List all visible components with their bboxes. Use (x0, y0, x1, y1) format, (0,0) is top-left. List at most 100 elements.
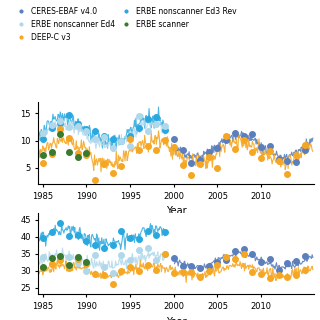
Point (49, 256, 54, 261)
Point (180, 263, 185, 268)
Point (58, 254, 63, 259)
Point (267, 257, 272, 262)
Point (250, 252, 255, 257)
Point (163, 123, 168, 128)
Point (101, 245, 107, 250)
Point (92, 137, 98, 142)
Point (136, 126, 141, 131)
Point (67, 112, 72, 117)
Point (67, 149, 72, 154)
Point (84, 128, 89, 133)
Point (145, 144, 150, 149)
Point (67, 234, 72, 239)
Point (75, 260, 80, 265)
Point (75, 233, 80, 238)
Point (75, 121, 80, 126)
Point (92, 243, 98, 248)
Point (75, 123, 80, 128)
Point (171, 145, 176, 150)
Point (119, 252, 124, 257)
Point (215, 259, 220, 264)
Point (302, 267, 308, 272)
Point (58, 126, 63, 132)
Point (58, 258, 63, 263)
X-axis label: Year: Year (166, 316, 186, 320)
Point (119, 139, 124, 144)
Point (58, 121, 63, 126)
Point (267, 148, 272, 153)
Point (84, 262, 89, 267)
Point (293, 273, 299, 278)
Point (145, 245, 150, 250)
Point (110, 170, 115, 175)
Point (163, 127, 168, 132)
Point (276, 156, 281, 162)
Point (241, 247, 246, 252)
Point (92, 128, 98, 133)
Point (197, 266, 203, 271)
Point (75, 154, 80, 159)
Point (224, 133, 229, 139)
Point (154, 148, 159, 153)
Point (40, 265, 45, 270)
Point (40, 265, 45, 270)
Point (215, 146, 220, 151)
Point (145, 117, 150, 122)
Point (250, 131, 255, 136)
Point (215, 263, 220, 268)
Point (75, 151, 80, 156)
Point (171, 270, 176, 275)
Point (206, 149, 211, 155)
Point (154, 258, 159, 263)
Point (189, 160, 194, 165)
Point (154, 268, 159, 273)
Point (67, 255, 72, 260)
Point (136, 114, 141, 119)
Point (302, 142, 308, 148)
Point (128, 144, 133, 149)
Point (285, 172, 290, 177)
Point (40, 254, 45, 259)
Point (259, 144, 264, 149)
Point (136, 237, 141, 242)
Point (92, 252, 98, 257)
Point (276, 159, 281, 164)
Point (241, 138, 246, 143)
Point (119, 163, 124, 168)
Point (84, 238, 89, 243)
Point (67, 262, 72, 268)
Point (285, 275, 290, 280)
Point (267, 143, 272, 148)
Point (189, 269, 194, 275)
Point (206, 268, 211, 273)
Point (163, 229, 168, 235)
Point (67, 136, 72, 141)
Point (58, 256, 63, 261)
Legend: CERES-EBAF v4.0, ERBE nonscanner Ed4, DEEP-C v3, ERBE nonscanner Ed3 Rev, ERBE s: CERES-EBAF v4.0, ERBE nonscanner Ed4, DE… (10, 4, 240, 44)
Point (206, 155, 211, 160)
Point (119, 139, 124, 144)
Point (285, 159, 290, 164)
Point (49, 229, 54, 234)
Point (145, 228, 150, 234)
Point (180, 162, 185, 167)
Point (259, 259, 264, 264)
Point (189, 264, 194, 269)
Point (276, 272, 281, 277)
Point (276, 268, 281, 273)
Point (145, 262, 150, 267)
Point (163, 137, 168, 142)
Point (250, 149, 255, 154)
Point (145, 128, 150, 133)
Point (154, 232, 159, 237)
Point (293, 153, 299, 158)
Point (128, 264, 133, 269)
Point (285, 260, 290, 266)
Point (40, 152, 45, 157)
Point (293, 159, 299, 164)
Point (224, 254, 229, 260)
Point (232, 131, 237, 136)
Point (84, 260, 89, 265)
Point (136, 147, 141, 152)
Point (58, 131, 63, 136)
